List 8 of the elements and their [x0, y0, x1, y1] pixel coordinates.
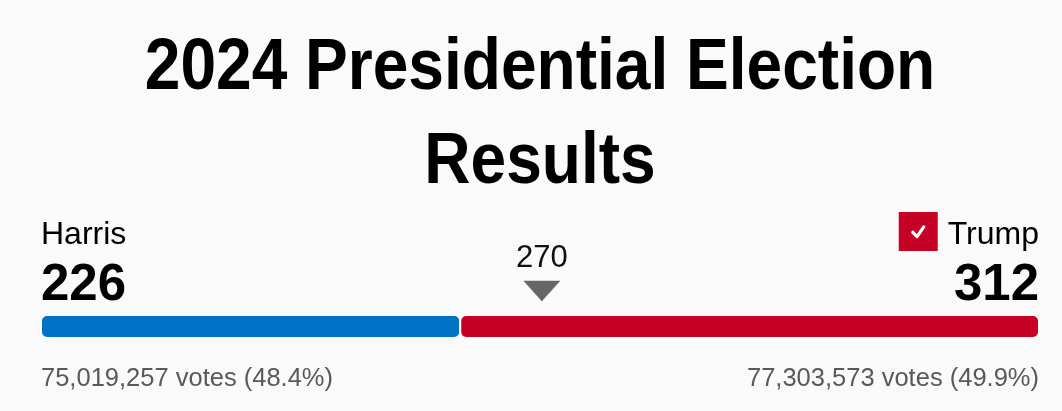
chart-title: 2024 Presidential Election Results: [144, 23, 936, 198]
legend-label: Trump: [947, 215, 1039, 251]
data-label: 226: [41, 254, 127, 311]
text: 75,019,257 votes (48.4%): [41, 363, 334, 391]
ref-line-label: 270: [515, 239, 568, 274]
data-label: 312: [953, 254, 1039, 311]
text: 77,303,573 votes (49.9%): [746, 363, 1039, 391]
series-label: Harris: [41, 215, 127, 251]
